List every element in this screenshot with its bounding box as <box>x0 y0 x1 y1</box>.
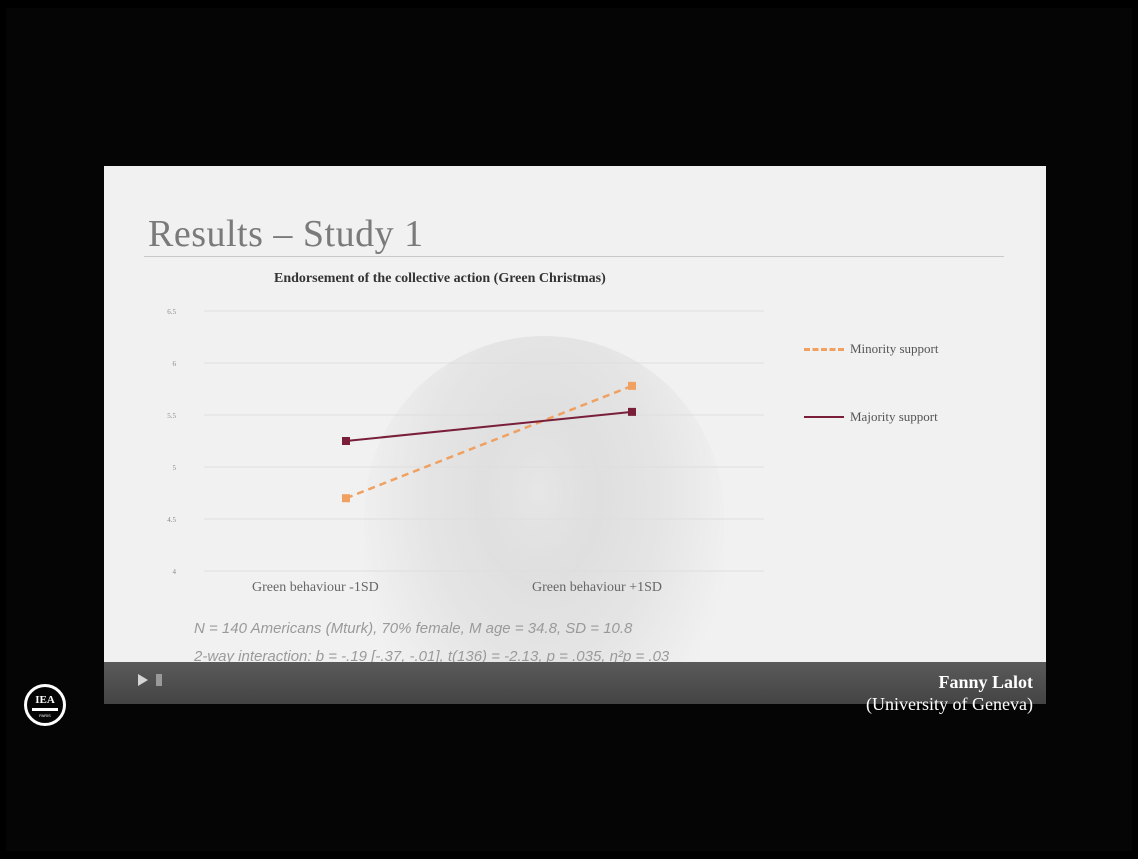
interaction-footnote: 2-way interaction: b = -.19 [-.37, -.01]… <box>194 648 670 665</box>
legend-item-majority: Majority support <box>804 408 944 448</box>
iea-logo: IEA PARIS <box>24 684 66 726</box>
title-divider <box>144 256 1004 257</box>
play-icon[interactable] <box>138 674 148 686</box>
volume-icon[interactable] <box>156 674 162 686</box>
data-point <box>628 407 636 416</box>
chart-title: Endorsement of the collective action (Gr… <box>274 271 606 286</box>
line-chart: 6.5 6 5.5 5 4.5 4 <box>167 308 764 576</box>
y-tick-label: 6 <box>173 360 177 368</box>
video-control-bar[interactable] <box>104 662 1046 704</box>
y-tick-label: 4.5 <box>167 516 176 524</box>
y-tick-label: 6.5 <box>167 308 176 316</box>
x-tick-label: Green behaviour +1SD <box>532 580 662 595</box>
y-tick-label: 5 <box>173 464 177 472</box>
legend-swatch-minority <box>804 348 844 351</box>
series-line-minority <box>345 384 633 500</box>
legend-item-minority: Minority support <box>804 340 944 380</box>
speaker-affiliation: (University of Geneva) <box>866 694 1033 714</box>
legend-label-majority: Majority support <box>850 409 938 424</box>
legend-swatch-majority <box>804 416 844 418</box>
speaker-caption: Fanny Lalot (University of Geneva) <box>866 672 1033 715</box>
data-point <box>628 381 636 390</box>
speaker-name: Fanny Lalot <box>938 672 1033 692</box>
legend-label-minority: Minority support <box>850 341 939 356</box>
data-point <box>342 494 350 503</box>
y-tick-label: 5.5 <box>167 412 176 420</box>
y-tick-label: 4 <box>173 568 177 576</box>
data-point <box>342 437 350 445</box>
speaker-overlay-face <box>474 416 604 586</box>
series-line-majority <box>345 410 633 442</box>
presentation-slide: Results – Study 1 Endorsement of the col… <box>104 166 1046 704</box>
sample-footnote: N = 140 Americans (Mturk), 70% female, M… <box>194 620 633 637</box>
slide-title: Results – Study 1 <box>148 213 424 255</box>
x-tick-label: Green behaviour -1SD <box>252 580 379 595</box>
